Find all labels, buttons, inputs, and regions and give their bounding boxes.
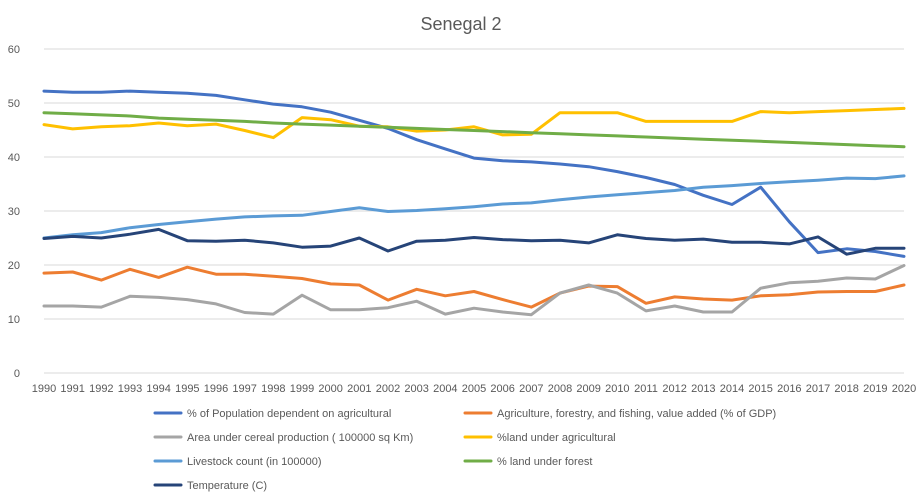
legend: % of Population dependent on agricultura… — [153, 408, 776, 492]
y-tick-label: 50 — [8, 98, 20, 110]
legend-label: Area under cereal production ( 100000 sq… — [187, 432, 413, 444]
x-tick-label: 2018 — [834, 383, 858, 395]
x-tick-label: 1992 — [89, 383, 113, 395]
chart-title: Senegal 2 — [420, 14, 501, 34]
legend-label: Temperature (C) — [187, 480, 267, 492]
x-tick-label: 2002 — [376, 383, 400, 395]
series-line-2 — [42, 265, 906, 309]
x-tick-label: 1997 — [232, 383, 256, 395]
x-tick-label: 2009 — [576, 383, 600, 395]
series-line-1 — [42, 89, 906, 258]
legend-label: Agriculture, forestry, and fishing, valu… — [497, 408, 776, 420]
x-tick-label: 1993 — [118, 383, 142, 395]
series-line-3 — [42, 264, 906, 317]
x-tick-label: 1991 — [60, 383, 84, 395]
x-tick-label: 1996 — [204, 383, 228, 395]
legend-item: % of Population dependent on agricultura… — [153, 408, 391, 420]
x-tick-label: 1994 — [146, 383, 170, 395]
x-tick-label: 2004 — [433, 383, 457, 395]
series-lines — [42, 89, 906, 317]
x-tick-label: 2013 — [691, 383, 715, 395]
x-tick-label: 1990 — [32, 383, 56, 395]
x-tick-label: 2014 — [720, 383, 744, 395]
y-tick-label: 30 — [8, 206, 20, 218]
series-line-5 — [42, 174, 906, 240]
x-tick-label: 2003 — [404, 383, 428, 395]
y-tick-label: 0 — [14, 368, 20, 380]
x-tick-label: 1999 — [290, 383, 314, 395]
y-tick-label: 20 — [8, 260, 20, 272]
x-tick-label: 1998 — [261, 383, 285, 395]
legend-item: %land under agricultural — [463, 432, 616, 444]
x-tick-label: 2011 — [634, 383, 658, 395]
x-tick-label: 2006 — [490, 383, 514, 395]
y-tick-label: 10 — [8, 314, 20, 326]
legend-item: Area under cereal production ( 100000 sq… — [153, 432, 413, 444]
legend-item: Temperature (C) — [153, 480, 267, 492]
legend-item: Agriculture, forestry, and fishing, valu… — [463, 408, 776, 420]
x-tick-label: 2017 — [806, 383, 830, 395]
series-line-7 — [42, 227, 906, 256]
x-axis-ticks: 1990 1991 1992 1993 1994 1995 1996 1997 1998 1999… — [32, 383, 916, 395]
legend-label: %land under agricultural — [497, 432, 616, 444]
legend-item: % land under forest — [463, 456, 592, 468]
x-tick-label: 2000 — [318, 383, 342, 395]
x-tick-label: 1995 — [175, 383, 199, 395]
x-tick-label: 2015 — [748, 383, 772, 395]
x-tick-label: 2007 — [519, 383, 543, 395]
y-axis-ticks: 0 10 20 30 40 50 60 — [8, 44, 20, 380]
x-tick-label: 2012 — [662, 383, 686, 395]
legend-label: % of Population dependent on agricultura… — [187, 408, 391, 420]
x-tick-label: 2020 — [892, 383, 916, 395]
legend-item: Livestock count (in 100000) — [153, 456, 322, 468]
x-tick-label: 2016 — [777, 383, 801, 395]
x-tick-label: 2001 — [347, 383, 371, 395]
y-tick-label: 60 — [8, 44, 20, 56]
y-tick-label: 40 — [8, 152, 20, 164]
legend-label: % land under forest — [497, 456, 592, 468]
legend-label: Livestock count (in 100000) — [187, 456, 322, 468]
series-line-6 — [42, 111, 906, 149]
x-tick-label: 2005 — [462, 383, 486, 395]
series-line-4 — [42, 106, 906, 140]
x-tick-label: 2008 — [548, 383, 572, 395]
x-tick-label: 2019 — [863, 383, 887, 395]
x-tick-label: 2010 — [605, 383, 629, 395]
